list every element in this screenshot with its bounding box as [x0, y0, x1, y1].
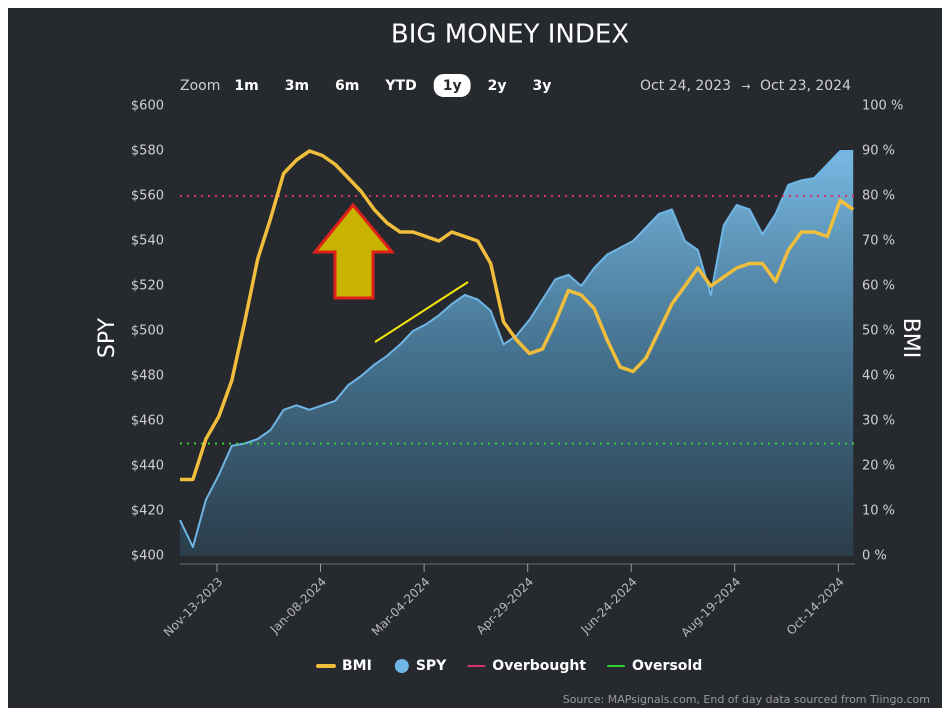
y2-tick-label: 20 %: [862, 459, 895, 474]
bmi-line: [180, 149, 855, 482]
range-to: Oct 23, 2024: [760, 78, 851, 94]
zoom-button[interactable]: YTD: [376, 74, 425, 97]
zoom-button-label[interactable]: 1y: [443, 78, 462, 94]
y-axis-label: SPY: [95, 317, 120, 358]
zoom-button-label[interactable]: YTD: [384, 78, 416, 94]
y-tick-label: $400: [131, 549, 164, 564]
y-tick-label: $420: [131, 504, 164, 519]
zoom-button[interactable]: 1m: [225, 74, 267, 97]
y2-tick-label: 10 %: [862, 504, 895, 519]
zoom-button-label[interactable]: 1m: [234, 78, 258, 94]
y2-tick-label: 30 %: [862, 414, 895, 429]
zoom-label: Zoom: [180, 78, 220, 94]
zoom-button-label[interactable]: 2y: [488, 78, 507, 94]
legend-label: Overbought: [492, 658, 586, 674]
source-note: Source: MAPsignals.com, End of day data …: [563, 693, 930, 706]
zoom-button[interactable]: 2y: [479, 74, 516, 97]
chart-title: BIG MONEY INDEX: [391, 20, 629, 50]
zoom-button[interactable]: 6m: [326, 74, 368, 97]
legend-label: BMI: [342, 658, 372, 674]
y-tick-label: $440: [131, 459, 164, 474]
zoom-button[interactable]: 1y: [433, 74, 471, 97]
zoom-button[interactable]: 3m: [276, 74, 318, 97]
y-tick-label: $520: [131, 279, 164, 294]
zoom-button-bg[interactable]: [433, 74, 471, 97]
y2-tick-label: 50 %: [862, 324, 895, 339]
y2-tick-label: 80 %: [862, 189, 895, 204]
y2-tick-label: 40 %: [862, 369, 895, 384]
zoom-button-label[interactable]: 3m: [285, 78, 309, 94]
legend-marker: [394, 659, 409, 673]
y-tick-label: $600: [131, 99, 164, 114]
annotations: [180, 149, 855, 482]
y2-tick-label: 100 %: [862, 99, 903, 114]
y-tick-label: $480: [131, 369, 164, 384]
y-tick-label: $500: [131, 324, 164, 339]
y-tick-label: $460: [131, 414, 164, 429]
y2-tick-label: 70 %: [862, 234, 895, 249]
zoom-controls: 1m 3m 6m YTD 1y 2y 3y: [225, 74, 560, 97]
y-tick-label: $580: [131, 144, 164, 159]
y2-tick-label: 90 %: [862, 144, 895, 159]
zoom-button[interactable]: 3y: [523, 74, 560, 97]
highlight-arrow: [311, 202, 396, 300]
y2-tick-label: 0 %: [862, 549, 887, 564]
zoom-button-label[interactable]: 3y: [532, 78, 551, 94]
y2-tick-label: 60 %: [862, 279, 895, 294]
legend-label: SPY: [416, 658, 447, 674]
y2-axis-label: BMI: [898, 318, 923, 359]
legend: BMI SPY Overbought Oversold: [316, 658, 702, 674]
y-tick-label: $560: [131, 189, 164, 204]
spy-area: [180, 151, 854, 556]
range-from: Oct 24, 2023: [640, 78, 731, 94]
y-tick-label: $540: [131, 234, 164, 249]
range-arrow: →: [741, 80, 750, 93]
zoom-button-label[interactable]: 6m: [335, 78, 359, 94]
legend-label: Oversold: [632, 658, 702, 674]
trend-line: [374, 281, 469, 343]
spy-line: [179, 150, 854, 548]
